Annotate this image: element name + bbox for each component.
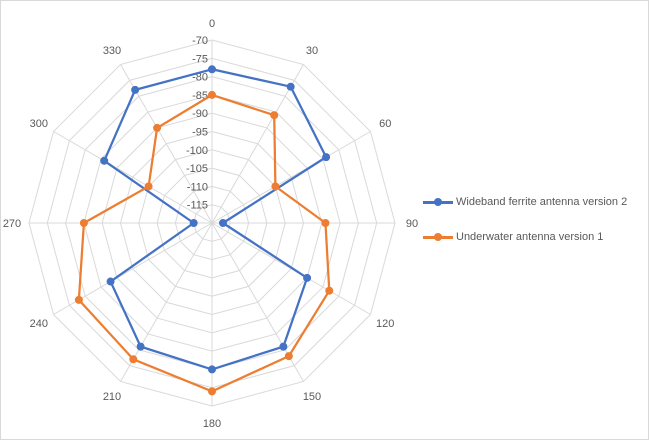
- data-point-series-2-60: [271, 182, 280, 191]
- radial-tick-label: -105: [186, 163, 208, 175]
- data-point-series-2-300: [144, 182, 153, 191]
- radial-tick-label: -115: [187, 200, 208, 212]
- data-point-series-1-240: [106, 277, 115, 286]
- category-label-90: 90: [406, 218, 418, 230]
- legend-swatch-series-1: [423, 196, 453, 208]
- radial-tick-label: -95: [192, 127, 208, 139]
- category-label-330: 330: [103, 45, 121, 57]
- category-label-120: 120: [376, 318, 394, 330]
- radial-tick-label: -70: [192, 35, 208, 47]
- series-1: [100, 65, 331, 374]
- data-point-series-1-330: [131, 85, 140, 94]
- series-2: [74, 90, 334, 396]
- data-point-series-1-30: [286, 82, 295, 91]
- data-point-series-2-0: [208, 90, 216, 99]
- legend-marker-series-1: [434, 198, 442, 206]
- legend-item-series-1: Wideband ferrite antenna version 2: [423, 193, 627, 211]
- data-point-series-1-120: [303, 273, 312, 282]
- data-point-series-2-180: [208, 387, 216, 396]
- legend-marker-series-2: [434, 233, 442, 241]
- legend: Wideband ferrite antenna version 2 Under…: [423, 193, 627, 263]
- radial-tick-labels: -70-75-80-85-90-95-100-105-110-115: [186, 35, 208, 212]
- category-label-270: 270: [3, 218, 21, 230]
- data-point-series-1-300: [100, 156, 109, 165]
- category-label-180: 180: [203, 418, 221, 430]
- spoke-line: [211, 131, 371, 224]
- radial-tick-label: -100: [186, 145, 208, 157]
- category-label-240: 240: [30, 318, 48, 330]
- data-series: [74, 65, 334, 396]
- category-label-30: 30: [306, 45, 318, 57]
- radial-tick-label: -110: [187, 181, 208, 193]
- data-point-series-1-0: [208, 65, 216, 74]
- category-label-0: 0: [209, 18, 215, 30]
- category-label-150: 150: [303, 391, 321, 403]
- data-point-series-1-150: [279, 342, 288, 351]
- legend-swatch-series-2: [423, 231, 453, 243]
- category-label-60: 60: [379, 118, 391, 130]
- radial-tick-label: -85: [192, 90, 208, 102]
- data-point-series-2-270: [79, 219, 88, 227]
- data-point-series-2-120: [325, 286, 334, 295]
- legend-label-series-2: Underwater antenna version 1: [456, 231, 604, 243]
- category-label-210: 210: [103, 391, 121, 403]
- series-line-2: [77, 93, 331, 393]
- spoke-line: [120, 222, 213, 382]
- data-point-series-1-90: [218, 219, 227, 227]
- spoke-line: [53, 131, 213, 224]
- radial-tick-label: -90: [192, 108, 208, 120]
- angle-category-labels: 0 30 60 90 120 150 180 210 240 270 300 330: [3, 18, 418, 430]
- data-point-series-1-210: [136, 342, 145, 351]
- data-point-series-2-150: [284, 352, 293, 361]
- radial-tick-label: -75: [192, 53, 208, 65]
- data-point-series-2-90: [321, 219, 330, 227]
- data-point-series-1-270: [189, 219, 198, 227]
- data-point-series-2-240: [74, 295, 83, 304]
- data-point-series-1-60: [322, 153, 331, 162]
- category-label-300: 300: [30, 118, 48, 130]
- legend-item-series-2: Underwater antenna version 1: [423, 228, 627, 246]
- data-point-series-2-210: [129, 355, 138, 364]
- legend-label-series-1: Wideband ferrite antenna version 2: [456, 196, 628, 208]
- data-point-series-2-30: [270, 111, 279, 120]
- data-point-series-1-180: [208, 365, 216, 374]
- data-point-series-2-330: [153, 123, 162, 132]
- spoke-line: [211, 64, 304, 224]
